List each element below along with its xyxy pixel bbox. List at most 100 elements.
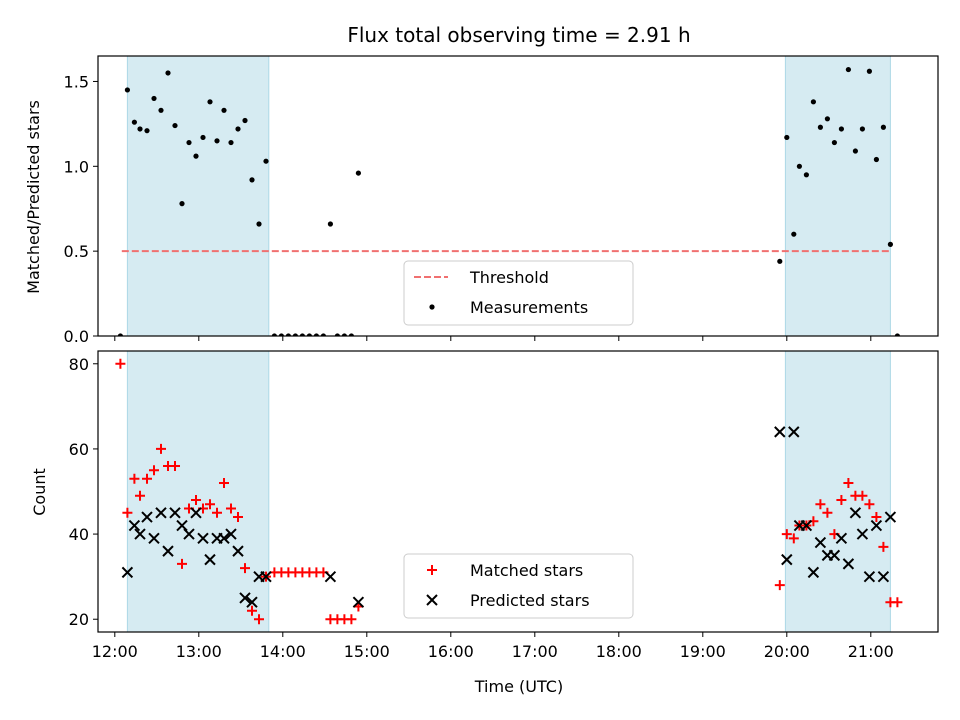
y-tick-label: 0.0 xyxy=(64,327,89,346)
matched-stars-point xyxy=(122,507,133,518)
predicted-stars-point xyxy=(856,528,869,540)
measurement-point xyxy=(249,177,255,183)
measurement-point xyxy=(158,107,164,113)
chart-title: Flux total observing time = 2.91 h xyxy=(347,23,690,47)
predicted-stars-point xyxy=(884,511,897,523)
predicted-stars-point xyxy=(835,532,848,545)
measurement-point xyxy=(179,201,185,207)
predicted-stars-point xyxy=(800,519,813,532)
matched-stars-point xyxy=(346,614,357,625)
predicted-stars-point xyxy=(324,570,337,583)
matched-stars-point xyxy=(247,605,257,616)
predicted-stars-point xyxy=(788,426,800,438)
matched-stars-point xyxy=(129,473,140,484)
matched-stars-point xyxy=(233,512,243,523)
measurement-point xyxy=(278,333,284,336)
measurement-point xyxy=(880,124,887,130)
y-tick-label: 40 xyxy=(69,525,89,544)
matched-stars-point xyxy=(170,460,180,471)
x-tick-label: 14:00 xyxy=(260,642,306,661)
matched-stars-point xyxy=(892,597,903,608)
x-tick-label: 21:00 xyxy=(848,642,894,661)
measurement-point xyxy=(341,333,347,336)
matched-stars-point xyxy=(149,465,159,476)
legend-measurements-swatch xyxy=(429,304,435,310)
matched-stars-point xyxy=(142,473,152,484)
predicted-stars-point xyxy=(870,519,883,532)
measurement-point xyxy=(137,126,143,132)
measurement-point xyxy=(292,333,298,336)
predicted-stars-point xyxy=(352,596,365,608)
bottom-panel: 20 40 60 80 12:00 13:00 14:00 15:00 16:00 17:00 18… xyxy=(69,350,939,661)
legend: Matched stars Predicted stars xyxy=(403,553,634,619)
measurement-point xyxy=(796,163,803,169)
legend: Threshold Measurements xyxy=(403,260,634,326)
x-tick-label: 12:00 xyxy=(92,642,138,661)
matched-stars-point xyxy=(788,533,799,544)
measurement-point xyxy=(791,231,797,237)
predicted-stars-point xyxy=(781,553,793,566)
matched-stars-point xyxy=(191,495,201,506)
measurement-point xyxy=(784,134,790,141)
measurement-point xyxy=(845,66,852,73)
predicted-stars-point xyxy=(807,566,820,579)
predicted-stars-point xyxy=(863,570,876,583)
measurement-point xyxy=(200,134,206,141)
axes-frame xyxy=(97,350,939,633)
measurement-point xyxy=(242,117,248,124)
matched-stars-point xyxy=(864,499,875,510)
measurement-point xyxy=(193,153,199,159)
legend-matched-swatch xyxy=(427,565,437,575)
predicted-stars-point xyxy=(121,566,134,579)
y-tick-label: 1.0 xyxy=(64,157,89,176)
matched-stars-point xyxy=(226,503,236,514)
x-tick-label: 18:00 xyxy=(596,642,642,661)
measurement-point xyxy=(327,221,333,227)
matched-stars-point xyxy=(254,614,264,625)
measurement-point xyxy=(355,170,361,176)
measurement-point xyxy=(873,156,880,163)
measurement-point xyxy=(172,122,178,129)
matched-stars-point xyxy=(836,495,847,506)
measurement-point xyxy=(894,333,900,336)
y-tick-label: 20 xyxy=(69,610,89,629)
measurement-point xyxy=(348,333,354,336)
measurement-point xyxy=(186,139,192,146)
measurement-point xyxy=(866,68,873,74)
measurement-point xyxy=(256,221,262,227)
predicted-stars-point xyxy=(828,549,841,562)
matched-stars-point xyxy=(774,580,785,591)
predicted-stars-point xyxy=(148,532,160,545)
matched-stars-point xyxy=(219,477,229,488)
predicted-stars-point xyxy=(134,528,146,540)
measurement-point xyxy=(831,139,838,146)
predicted-stars-point xyxy=(183,528,195,540)
shaded-region xyxy=(126,56,270,336)
matched-stars-point xyxy=(815,499,826,510)
predicted-stars-point xyxy=(232,545,244,557)
matched-stars-point xyxy=(857,490,868,501)
predicted-stars-point xyxy=(239,592,251,604)
matched-stars-point xyxy=(843,477,854,488)
measurement-point xyxy=(151,95,157,102)
axes-frame xyxy=(97,55,939,337)
predicted-stars-point xyxy=(218,532,230,545)
legend-entry-label: Predicted stars xyxy=(470,591,590,610)
predicted-stars-point xyxy=(774,426,786,438)
matched-stars-point xyxy=(135,490,145,501)
x-tick-label: 15:00 xyxy=(344,642,390,661)
predicted-stars-point xyxy=(128,519,141,532)
measurement-point xyxy=(214,138,220,144)
measurement-point xyxy=(235,126,241,132)
measurement-point xyxy=(285,333,291,336)
measurement-point xyxy=(817,124,824,130)
legend-entry-label: Measurements xyxy=(470,298,588,317)
predicted-stars-point xyxy=(190,507,202,519)
predicted-stars-point xyxy=(814,536,827,549)
legend-entry-label: Threshold xyxy=(469,268,549,287)
predicted-stars-point xyxy=(225,528,237,540)
measurement-point xyxy=(810,99,817,105)
predicted-stars-point xyxy=(849,507,862,519)
measurement-point xyxy=(852,148,859,154)
